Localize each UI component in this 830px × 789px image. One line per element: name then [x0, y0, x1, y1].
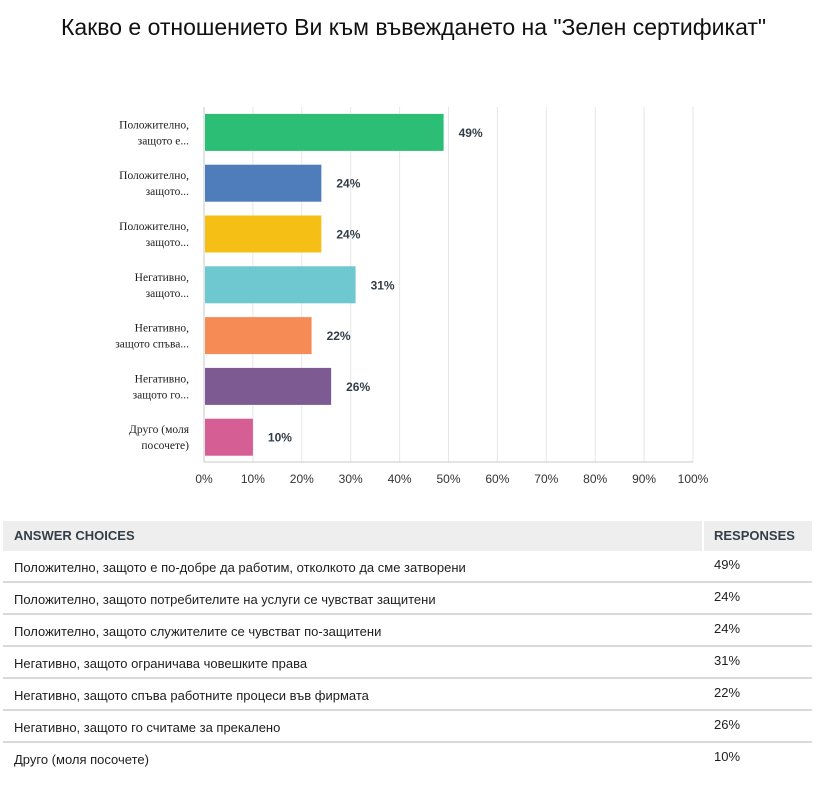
category-label: Положително, — [119, 119, 189, 131]
table-row: Положително, защото потребителите на усл… — [3, 583, 812, 615]
x-tick-label: 0% — [195, 472, 213, 486]
bar-chart: 0% 10% 20% 30% 40% 50% 60% 70% 80% 90% 100% 49% Поло… — [115, 107, 709, 486]
response-cell: 24% — [702, 615, 812, 645]
bar-value-label: 10% — [268, 431, 292, 445]
bar-value-label: 49% — [459, 126, 483, 140]
chart-title: Какво е отношението Ви към въвеждането н… — [61, 14, 767, 40]
response-cell: 22% — [702, 679, 812, 709]
x-tick-label: 20% — [290, 472, 314, 486]
bar-value-label: 26% — [346, 380, 370, 394]
x-tick-label: 50% — [436, 472, 460, 486]
table-row: Негативно, защото спъва работните процес… — [3, 679, 812, 711]
answer-choice-cell: Негативно, защото спъва работните процес… — [14, 688, 369, 703]
table-row: Негативно, защото го считаме за прекален… — [3, 711, 812, 743]
category-label: посочете) — [141, 440, 189, 452]
category-label: защото... — [146, 237, 189, 249]
category-label: Негативно, — [135, 323, 189, 335]
category-label: Положително, — [119, 221, 189, 233]
answer-choice-cell: Негативно, защото го считаме за прекален… — [14, 720, 281, 735]
response-cell: 26% — [702, 711, 812, 741]
x-tick-label: 60% — [485, 472, 509, 486]
table-header: ANSWER CHOICES RESPONSES — [3, 521, 812, 551]
response-cell: 10% — [702, 743, 812, 773]
response-cell: 49% — [702, 551, 812, 581]
answer-choice-cell: Положително, защото потребителите на усл… — [14, 592, 436, 607]
table-row: Негативно, защото ограничава човешките п… — [3, 647, 812, 679]
answer-choice-cell: Негативно, защото ограничава човешките п… — [14, 656, 308, 671]
bar — [205, 317, 312, 355]
bar — [205, 266, 356, 304]
x-tick-label: 100% — [678, 472, 709, 486]
bar — [205, 367, 332, 405]
category-label: защото е... — [138, 135, 189, 147]
response-cell: 24% — [702, 583, 812, 613]
bar — [205, 113, 444, 151]
category-label: Положително, — [119, 170, 189, 182]
response-cell: 31% — [702, 647, 812, 677]
category-label: Друго (моля — [129, 424, 190, 436]
category-label: защото... — [146, 288, 189, 300]
table-row: Друго (моля посочете) 10% — [3, 743, 812, 773]
answer-choices-header: ANSWER CHOICES — [14, 528, 135, 543]
x-tick-label: 80% — [583, 472, 607, 486]
answer-choice-cell: Друго (моля посочете) — [14, 752, 149, 767]
bar-value-label: 31% — [371, 278, 395, 292]
answer-choice-cell: Положително, защото е по-добре да работи… — [14, 560, 466, 575]
x-tick-label: 30% — [339, 472, 363, 486]
bar — [205, 215, 322, 253]
bar-value-label: 24% — [336, 177, 360, 191]
bar-value-label: 22% — [327, 329, 351, 343]
answer-choice-cell: Положително, защото служителите се чувст… — [14, 624, 382, 639]
x-tick-label: 70% — [534, 472, 558, 486]
category-label: защото спъва... — [115, 339, 189, 351]
x-tick-label: 90% — [632, 472, 656, 486]
bar-value-label: 24% — [336, 228, 360, 242]
bar — [205, 164, 322, 202]
responses-table: ANSWER CHOICES RESPONSES Положително, за… — [3, 521, 812, 773]
table-row: Положително, защото е по-добре да работи… — [3, 551, 812, 583]
bar — [205, 418, 253, 456]
x-tick-label: 40% — [388, 472, 412, 486]
category-label: Негативно, — [135, 272, 189, 284]
category-label: защото го... — [133, 389, 190, 401]
category-label: защото... — [146, 186, 189, 198]
responses-header: RESPONSES — [702, 521, 812, 551]
x-tick-label: 10% — [241, 472, 265, 486]
category-label: Негативно, — [135, 373, 189, 385]
table-row: Положително, защото служителите се чувст… — [3, 615, 812, 647]
